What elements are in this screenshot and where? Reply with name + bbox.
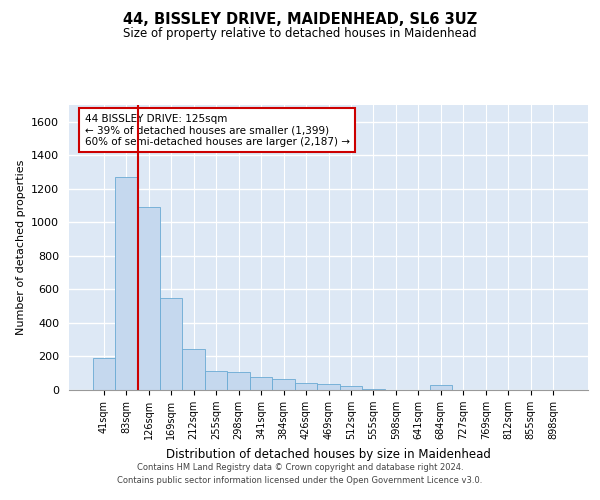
Bar [182, 349, 205, 390]
Bar [362, 389, 385, 390]
Text: 44, BISSLEY DRIVE, MAIDENHEAD, SL6 3UZ: 44, BISSLEY DRIVE, MAIDENHEAD, SL6 3UZ [123, 12, 477, 28]
Bar [272, 379, 295, 390]
Text: 44 BISSLEY DRIVE: 125sqm
← 39% of detached houses are smaller (1,399)
60% of sem: 44 BISSLEY DRIVE: 125sqm ← 39% of detach… [85, 114, 350, 147]
Bar [295, 384, 317, 390]
Y-axis label: Number of detached properties: Number of detached properties [16, 160, 26, 335]
Text: Size of property relative to detached houses in Maidenhead: Size of property relative to detached ho… [123, 28, 477, 40]
X-axis label: Distribution of detached houses by size in Maidenhead: Distribution of detached houses by size … [166, 448, 491, 460]
Bar [227, 372, 250, 390]
Bar [92, 358, 115, 390]
Text: Contains HM Land Registry data © Crown copyright and database right 2024.: Contains HM Land Registry data © Crown c… [137, 464, 463, 472]
Bar [250, 378, 272, 390]
Bar [205, 370, 227, 390]
Bar [137, 208, 160, 390]
Bar [115, 177, 137, 390]
Bar [317, 384, 340, 390]
Bar [430, 385, 452, 390]
Bar [340, 386, 362, 390]
Bar [160, 298, 182, 390]
Text: Contains public sector information licensed under the Open Government Licence v3: Contains public sector information licen… [118, 476, 482, 485]
